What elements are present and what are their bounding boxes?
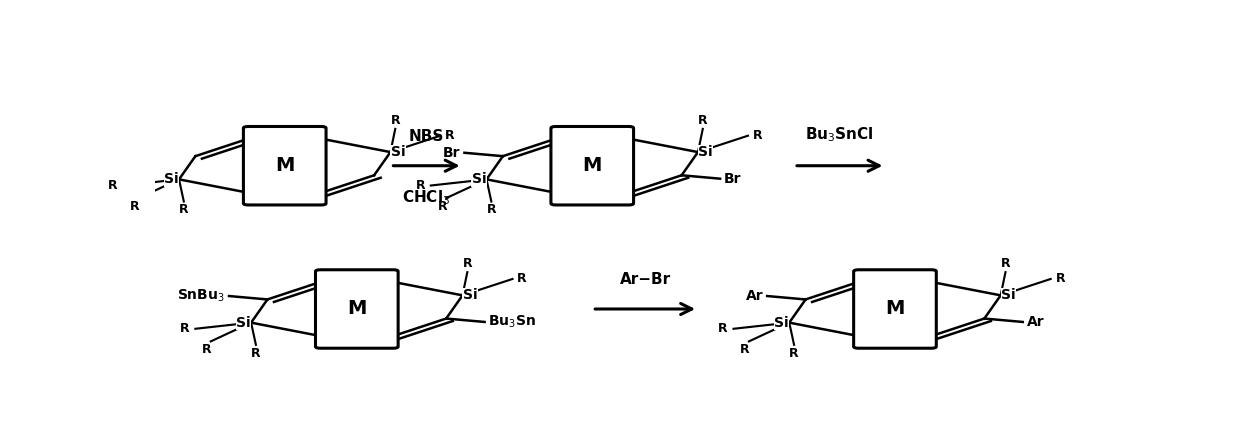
FancyBboxPatch shape (315, 270, 398, 348)
Text: Br: Br (724, 172, 742, 186)
Text: R: R (753, 128, 763, 141)
Text: M: M (583, 156, 601, 175)
FancyBboxPatch shape (853, 270, 936, 348)
Text: Si: Si (236, 315, 250, 330)
Text: CHCl$_3$: CHCl$_3$ (402, 188, 450, 206)
Text: R: R (391, 114, 401, 127)
Text: Ar−Br: Ar−Br (620, 272, 671, 287)
Text: R: R (463, 257, 472, 270)
Text: Bu$_3$Sn: Bu$_3$Sn (489, 314, 537, 330)
Text: Ar: Ar (1027, 315, 1044, 329)
Text: R: R (486, 203, 496, 216)
Text: R: R (438, 200, 448, 213)
Text: M: M (885, 299, 905, 319)
Text: R: R (1001, 257, 1011, 270)
Text: R: R (180, 322, 190, 335)
Text: Si: Si (164, 172, 179, 187)
Text: Si: Si (391, 145, 405, 159)
Text: R: R (445, 128, 455, 141)
Text: Br: Br (443, 146, 460, 160)
Text: R: R (517, 272, 527, 285)
Text: R: R (789, 346, 799, 360)
Text: R: R (130, 200, 140, 213)
FancyBboxPatch shape (243, 127, 326, 205)
Text: Bu$_3$SnCl: Bu$_3$SnCl (805, 125, 874, 144)
Text: Si: Si (471, 172, 486, 187)
Text: R: R (740, 343, 750, 356)
Text: R: R (1055, 272, 1065, 285)
Text: Si: Si (774, 315, 789, 330)
Text: R: R (250, 346, 260, 360)
Text: R: R (415, 179, 425, 192)
Text: Si: Si (1001, 288, 1016, 303)
Text: Si: Si (463, 288, 477, 303)
Text: R: R (179, 203, 188, 216)
Text: Si: Si (698, 145, 713, 159)
Text: R: R (202, 343, 212, 356)
Text: R: R (698, 114, 708, 127)
Text: R: R (108, 179, 118, 192)
FancyBboxPatch shape (551, 127, 634, 205)
Text: R: R (718, 322, 728, 335)
Text: Ar: Ar (745, 289, 764, 303)
Text: M: M (347, 299, 367, 319)
Text: SnBu$_3$: SnBu$_3$ (177, 288, 226, 304)
Text: M: M (275, 156, 294, 175)
Text: NBS: NBS (409, 128, 444, 144)
